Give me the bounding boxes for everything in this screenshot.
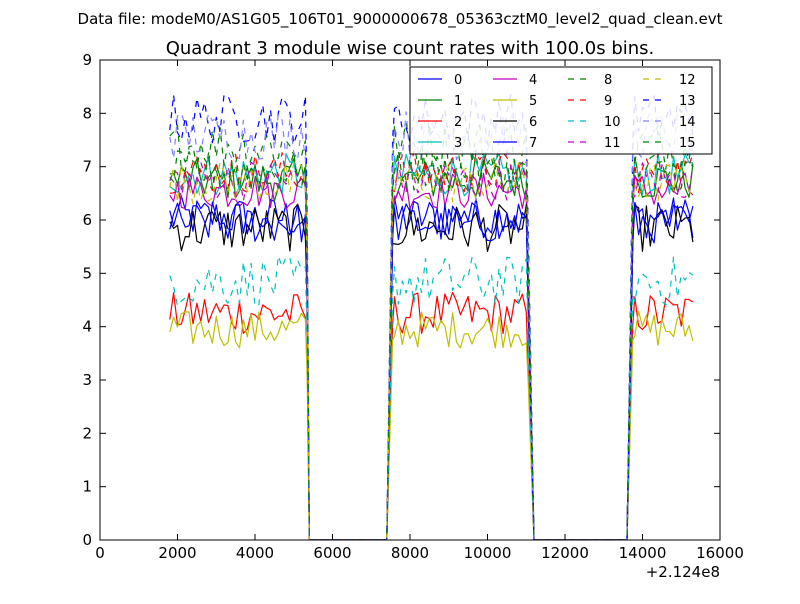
y-tick-label: 6 <box>82 211 92 229</box>
data-file-label: Data file: modeM0/AS1G05_106T01_90000006… <box>78 10 723 29</box>
legend-label-12: 12 <box>679 73 696 88</box>
chart-title: Quadrant 3 module wise count rates with … <box>166 38 655 59</box>
legend-label-5: 5 <box>529 94 537 109</box>
y-tick-label: 9 <box>82 51 92 69</box>
y-tick-label: 0 <box>82 531 92 549</box>
x-axis: 0 2000 4000 6000 8000 10000 12000 14000 16000 <box>95 60 744 562</box>
x-tick-label: 8000 <box>391 544 429 562</box>
y-tick-label: 4 <box>82 318 92 336</box>
legend-label-6: 6 <box>529 115 537 130</box>
legend-label-10: 10 <box>604 115 621 130</box>
x-tick-label: 14000 <box>619 544 667 562</box>
y-tick-label: 8 <box>82 104 92 122</box>
x-tick-label: 12000 <box>541 544 589 562</box>
series-line-10 <box>169 255 694 540</box>
legend-label-4: 4 <box>529 73 537 88</box>
series-line-15 <box>169 150 694 540</box>
legend-label-13: 13 <box>679 94 696 109</box>
series-line-12 <box>169 162 694 540</box>
series-line-7 <box>169 201 694 540</box>
x-tick-label: 16000 <box>696 544 744 562</box>
x-tick-label: 10000 <box>464 544 512 562</box>
legend-label-9: 9 <box>604 94 612 109</box>
legend-label-8: 8 <box>604 73 612 88</box>
y-tick-label: 7 <box>82 158 92 176</box>
y-tick-label: 5 <box>82 264 92 282</box>
x-tick-label: 2000 <box>158 544 196 562</box>
legend-label-11: 11 <box>604 136 621 151</box>
y-tick-label: 2 <box>82 424 92 442</box>
legend-label-14: 14 <box>679 115 696 130</box>
legend-label-1: 1 <box>454 94 462 109</box>
y-tick-label: 3 <box>82 371 92 389</box>
legend-label-3: 3 <box>454 136 462 151</box>
legend-label-7: 7 <box>529 136 537 151</box>
x-tick-label: 4000 <box>236 544 274 562</box>
legend-label-2: 2 <box>454 115 462 130</box>
legend-label-0: 0 <box>454 73 462 88</box>
x-tick-label: 0 <box>95 544 105 562</box>
series-line-2 <box>169 291 694 540</box>
series-layer <box>169 94 694 540</box>
series-line-5 <box>169 310 694 540</box>
x-tick-label: 6000 <box>313 544 351 562</box>
x-axis-offset-label: +2.124e8 <box>646 563 720 581</box>
legend-box <box>409 66 713 155</box>
legend-label-15: 15 <box>679 136 696 151</box>
y-tick-label: 1 <box>82 478 92 496</box>
